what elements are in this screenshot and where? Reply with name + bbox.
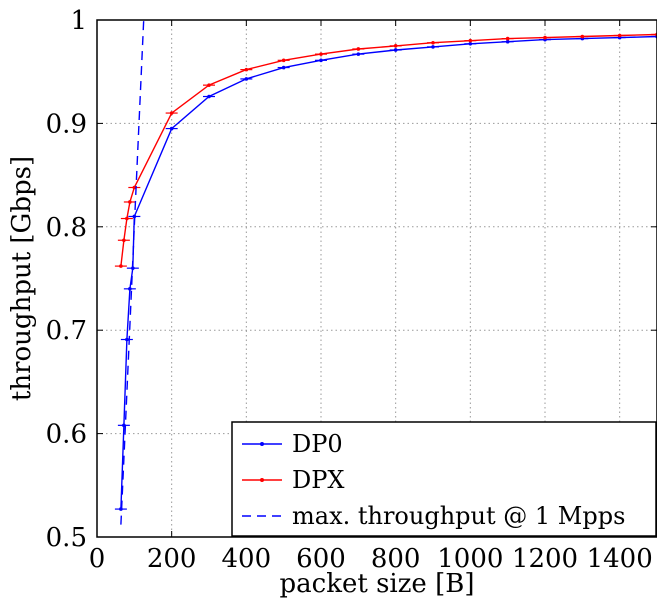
y-tick-label: 0.9: [46, 109, 87, 139]
legend-label-dp0: DP0: [292, 430, 343, 458]
legend-entries: DP0 DPX max. throughput @ 1 Mpps: [242, 430, 625, 530]
y-tick-label: 0.5: [46, 523, 87, 553]
x-tick-label: 1000: [437, 544, 503, 574]
tick-labels: 0 200 400 600 800 1000 1200 1400 0.5 0.6 0.7 0.8 0.9…: [46, 6, 653, 574]
series-dpx: [114, 32, 657, 268]
x-tick-label: 400: [222, 544, 272, 574]
y-tick-label: 0.6: [46, 420, 87, 450]
x-tick-label: 1200: [512, 544, 578, 574]
legend-label-dpx: DPX: [292, 466, 344, 494]
y-tick-label: 0.7: [46, 316, 87, 346]
y-tick-label: 1: [70, 6, 87, 36]
y-tick-label: 0.8: [46, 213, 87, 243]
x-tick-label: 0: [89, 544, 106, 574]
legend-marker-dpx: [260, 478, 264, 482]
y-axis-label: throughput [Gbps]: [7, 156, 37, 401]
plot-frame: [96, 19, 657, 538]
legend-box: [231, 421, 657, 537]
legend-label-max-throughput: max. throughput @ 1 Mpps: [292, 502, 625, 530]
series-layer: [114, 20, 657, 525]
x-tick-label: 800: [371, 544, 421, 574]
series-line-dp0: [120, 35, 657, 510]
x-tick-label: 1400: [587, 544, 653, 574]
x-tick-label: 200: [147, 544, 197, 574]
legend: DP0 DPX max. throughput @ 1 Mpps: [231, 421, 657, 537]
series-dp0: [114, 34, 657, 511]
legend-marker-dp0: [260, 442, 264, 446]
x-axis-label: packet size [B]: [280, 569, 475, 599]
x-tick-label: 600: [296, 544, 346, 574]
